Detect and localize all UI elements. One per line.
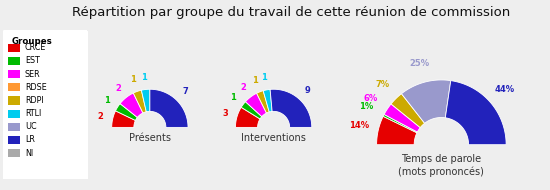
Polygon shape [112,111,135,127]
Text: 9: 9 [305,86,310,95]
Text: 1: 1 [261,73,267,82]
Text: Répartition par groupe du travail de cette réunion de commission: Répartition par groupe du travail de cet… [73,6,510,19]
Text: SER: SER [25,70,41,79]
Text: 14%: 14% [349,121,370,130]
Text: 7: 7 [183,87,188,96]
Text: 2: 2 [98,112,104,121]
Polygon shape [377,116,417,145]
Polygon shape [235,107,260,127]
Text: 1: 1 [141,73,147,82]
Text: EST: EST [25,56,40,65]
Text: 1: 1 [252,76,258,85]
Text: 44%: 44% [495,85,515,94]
Bar [8,149,20,157]
Polygon shape [383,114,417,133]
Bar [8,97,20,104]
Text: RDSE: RDSE [25,83,47,92]
Text: Interventions: Interventions [241,133,306,143]
Bar [8,110,20,118]
Bar [8,83,20,91]
Text: NI: NI [25,149,33,158]
Polygon shape [245,93,267,117]
Text: 25%: 25% [410,59,430,68]
Text: Temps de parole
(mots prononcés): Temps de parole (mots prononcés) [398,154,485,177]
Text: Présents: Présents [129,133,171,143]
Text: 1: 1 [230,93,236,101]
Polygon shape [391,94,425,128]
Bar [8,136,20,144]
Polygon shape [133,90,146,113]
Text: 1: 1 [130,75,136,84]
Polygon shape [257,91,270,113]
Text: Groupes: Groupes [11,37,52,46]
Text: 2: 2 [240,83,246,92]
Bar [8,57,20,65]
Polygon shape [141,89,150,112]
Text: 1: 1 [104,96,110,105]
Text: 3: 3 [222,109,228,118]
Text: 6%: 6% [364,94,378,103]
Text: RTLI: RTLI [25,109,41,118]
Text: LR: LR [25,135,35,144]
Text: CRCE: CRCE [25,43,46,52]
FancyBboxPatch shape [2,29,89,182]
Polygon shape [263,89,272,112]
Text: UC: UC [25,122,36,131]
Polygon shape [150,89,188,127]
Polygon shape [241,102,262,119]
Text: 7%: 7% [375,80,389,89]
Polygon shape [384,104,420,132]
Polygon shape [120,93,143,117]
Polygon shape [270,89,312,127]
Text: 2: 2 [116,84,122,93]
Bar [8,123,20,131]
Text: RDPI: RDPI [25,96,43,105]
Bar [8,70,20,78]
Text: 1%: 1% [359,102,373,111]
Polygon shape [116,104,138,120]
Polygon shape [446,81,506,145]
Polygon shape [402,80,451,123]
Bar [8,44,20,52]
